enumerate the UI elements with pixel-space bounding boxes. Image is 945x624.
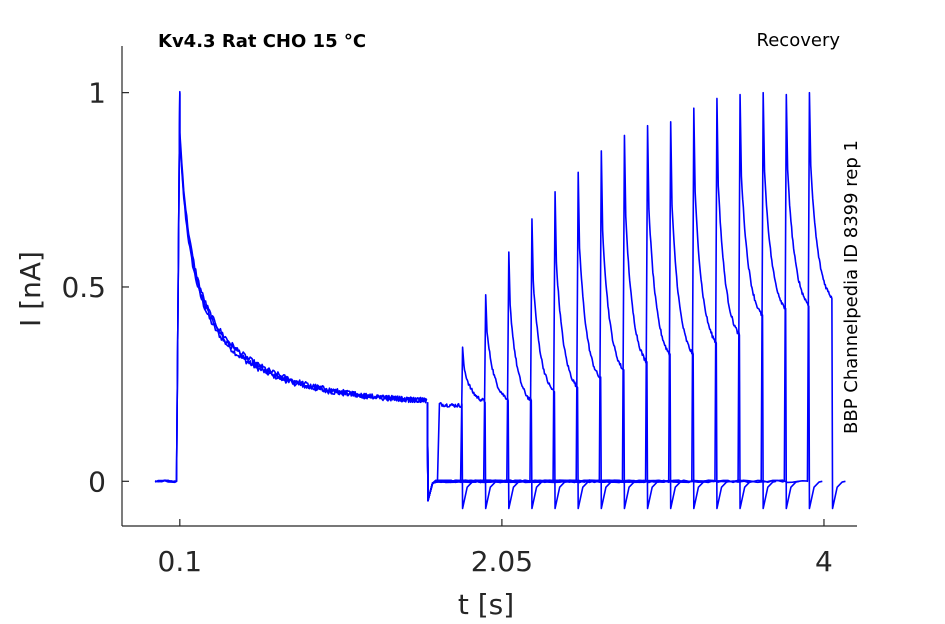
- chart-title-left: Kv4.3 Rat CHO 15 °C: [158, 31, 366, 52]
- x-tick-label: 2.05: [471, 545, 533, 578]
- x-tick-label: 0.1: [158, 545, 203, 578]
- recovery-sweep-trace: [426, 401, 476, 510]
- first-pulse-trace: [155, 90, 427, 483]
- y-ticks: 00.51: [61, 77, 129, 498]
- y-tick-label: 0.5: [61, 271, 106, 304]
- channelpedia-id-label: BBP Channelpedia ID 8399 rep 1: [841, 140, 862, 434]
- first-pulse-trace: [154, 91, 428, 484]
- y-tick-label: 0: [88, 465, 106, 498]
- recovery-sweep-trace: [426, 124, 684, 510]
- recovery-sweep-trace: [426, 150, 638, 510]
- recovery-sweep-trace: [426, 120, 707, 510]
- recovery-sweep-trace: [426, 107, 731, 510]
- first-pulse-trace: [154, 92, 427, 483]
- recovery-sweep-trace: [426, 91, 846, 510]
- x-tick-label: 4: [815, 545, 833, 578]
- recovery-sweep-trace: [426, 171, 615, 510]
- chart-title-right: Recovery: [757, 30, 841, 51]
- x-axis-label: t [s]: [458, 588, 514, 621]
- y-tick-label: 1: [88, 77, 106, 110]
- y-axis-label: I [nA]: [14, 251, 47, 327]
- recovery-sweep-trace: [426, 218, 569, 510]
- x-ticks: 0.1 2.05 4: [158, 519, 833, 578]
- current-traces: [154, 90, 846, 510]
